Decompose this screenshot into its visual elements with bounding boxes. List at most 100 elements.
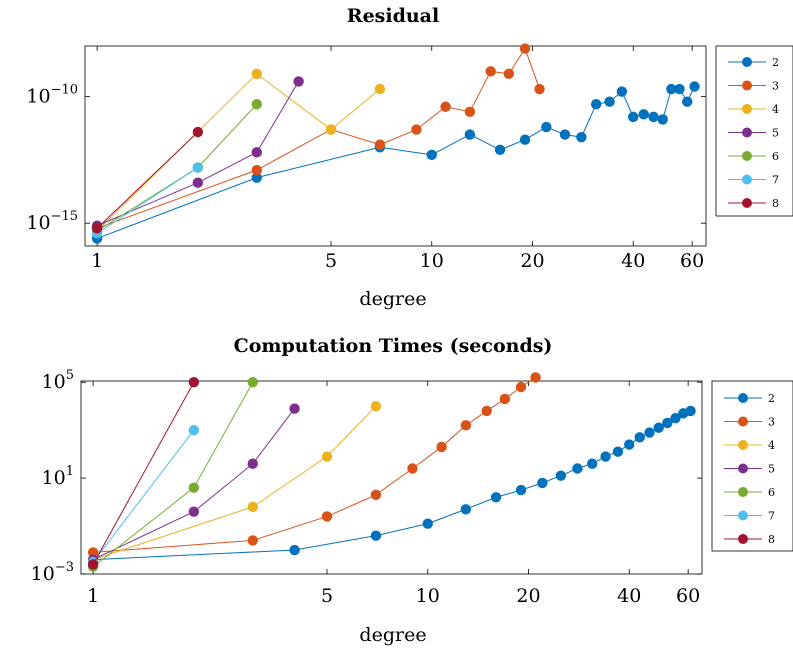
legend-marker-2 <box>738 393 748 403</box>
series-7-point <box>188 424 200 436</box>
series-3-point <box>411 124 422 135</box>
series-4-line <box>92 405 377 561</box>
series-2-point <box>464 129 476 140</box>
series-8-line <box>96 131 199 229</box>
series-8-point <box>91 223 103 234</box>
legend-label-4: 4 <box>768 439 775 452</box>
series-4-point <box>321 451 333 462</box>
legend-marker-6 <box>738 487 748 497</box>
series-3-point <box>481 405 492 417</box>
legend-marker-3 <box>738 416 748 427</box>
series-2-point <box>644 427 655 438</box>
series-2-point <box>586 458 598 469</box>
series-8-point <box>87 559 99 570</box>
legend-label-6: 6 <box>768 486 775 499</box>
series-2-point <box>460 504 472 515</box>
series-5-point <box>289 403 300 414</box>
series-2-point <box>600 451 611 462</box>
series-7-line <box>96 167 199 234</box>
series-2-point <box>653 422 664 433</box>
series-4-point <box>325 124 337 135</box>
legend-label-2: 2 <box>772 56 779 69</box>
x-tick-label: 40 <box>617 585 641 607</box>
series-3-point <box>370 489 382 501</box>
series-2-point <box>634 432 645 443</box>
legend-label-7: 7 <box>768 510 775 523</box>
legend-marker-8 <box>742 198 752 208</box>
series-2-point <box>628 111 639 123</box>
x-tick-label: 1 <box>91 250 103 272</box>
series-2-point <box>426 149 437 161</box>
series-2-point <box>519 134 531 145</box>
computation-times-x-ticks: 1 5 10 20 40 60 <box>87 381 700 607</box>
legend-label-3: 3 <box>772 80 779 93</box>
x-tick-label: 20 <box>516 585 540 607</box>
y-tick-base: 10 <box>31 563 55 585</box>
series-2-point <box>689 81 700 92</box>
y-tick-label: 105 <box>42 368 74 393</box>
series-5-line <box>96 81 300 227</box>
y-tick-label: 10−15 <box>26 209 78 234</box>
series-6-line <box>92 381 254 568</box>
residual-series <box>91 43 700 244</box>
y-tick-base: 10 <box>26 212 50 234</box>
computation-times-plot-area <box>80 380 703 575</box>
y-tick-base: 10 <box>26 86 50 108</box>
series-6-point <box>247 376 258 388</box>
y-tick-exponent: −10 <box>51 83 78 98</box>
y-tick-label: 101 <box>42 464 74 489</box>
series-4-point <box>251 68 262 80</box>
legend-label-5: 5 <box>772 127 779 140</box>
legend-label-7: 7 <box>772 174 779 187</box>
series-3-point <box>407 463 418 474</box>
y-tick-label: 10−3 <box>31 560 74 585</box>
series-2-point <box>657 114 668 125</box>
series-2-point <box>490 492 502 503</box>
series-2-point <box>685 405 696 417</box>
series-7-line <box>92 429 195 563</box>
series-6-point <box>188 482 200 493</box>
x-tick-label: 10 <box>420 250 444 272</box>
legend-label-2: 2 <box>768 392 775 405</box>
residual-legend-box <box>715 45 793 217</box>
series-2-point <box>289 544 300 556</box>
legend-marker-8 <box>738 534 748 544</box>
series-4-point <box>247 501 258 513</box>
y-tick-base: 10 <box>42 371 66 393</box>
series-3-point <box>464 106 476 118</box>
series-2-point <box>555 470 567 481</box>
series-2-point <box>422 518 433 529</box>
series-2-point <box>576 131 587 143</box>
series-6-point <box>251 99 262 110</box>
legend-label-8: 8 <box>772 197 779 210</box>
series-3-point <box>499 393 511 405</box>
series-8-line <box>92 381 195 565</box>
series-2-point <box>662 417 673 429</box>
series-2-point <box>572 463 583 474</box>
y-tick-base: 10 <box>42 467 66 489</box>
legend-marker-2 <box>742 57 752 67</box>
legend-marker-3 <box>742 80 752 91</box>
series-2-point <box>559 129 571 140</box>
series-3-point <box>534 83 545 95</box>
legend-label-6: 6 <box>772 150 779 163</box>
series-2-line <box>96 86 696 239</box>
y-tick-exponent: −3 <box>55 560 74 575</box>
legend-marker-7 <box>738 510 748 521</box>
series-3-point <box>485 66 496 77</box>
series-5-line <box>92 408 295 561</box>
computation-times-chart: Computation Times (seconds) 1 5 10 20 40 60 1… <box>31 335 793 646</box>
y-tick-exponent: −15 <box>51 209 78 224</box>
series-2-line <box>93 410 691 561</box>
series-2-point <box>674 83 685 95</box>
series-7-point <box>192 162 204 173</box>
x-tick-label: 5 <box>321 585 333 607</box>
series-5-point <box>192 177 204 188</box>
series-2-point <box>616 86 628 97</box>
series-2-point <box>648 111 659 123</box>
legend-marker-6 <box>742 151 752 161</box>
series-5-point <box>293 76 304 87</box>
x-tick-label: 5 <box>325 250 337 272</box>
